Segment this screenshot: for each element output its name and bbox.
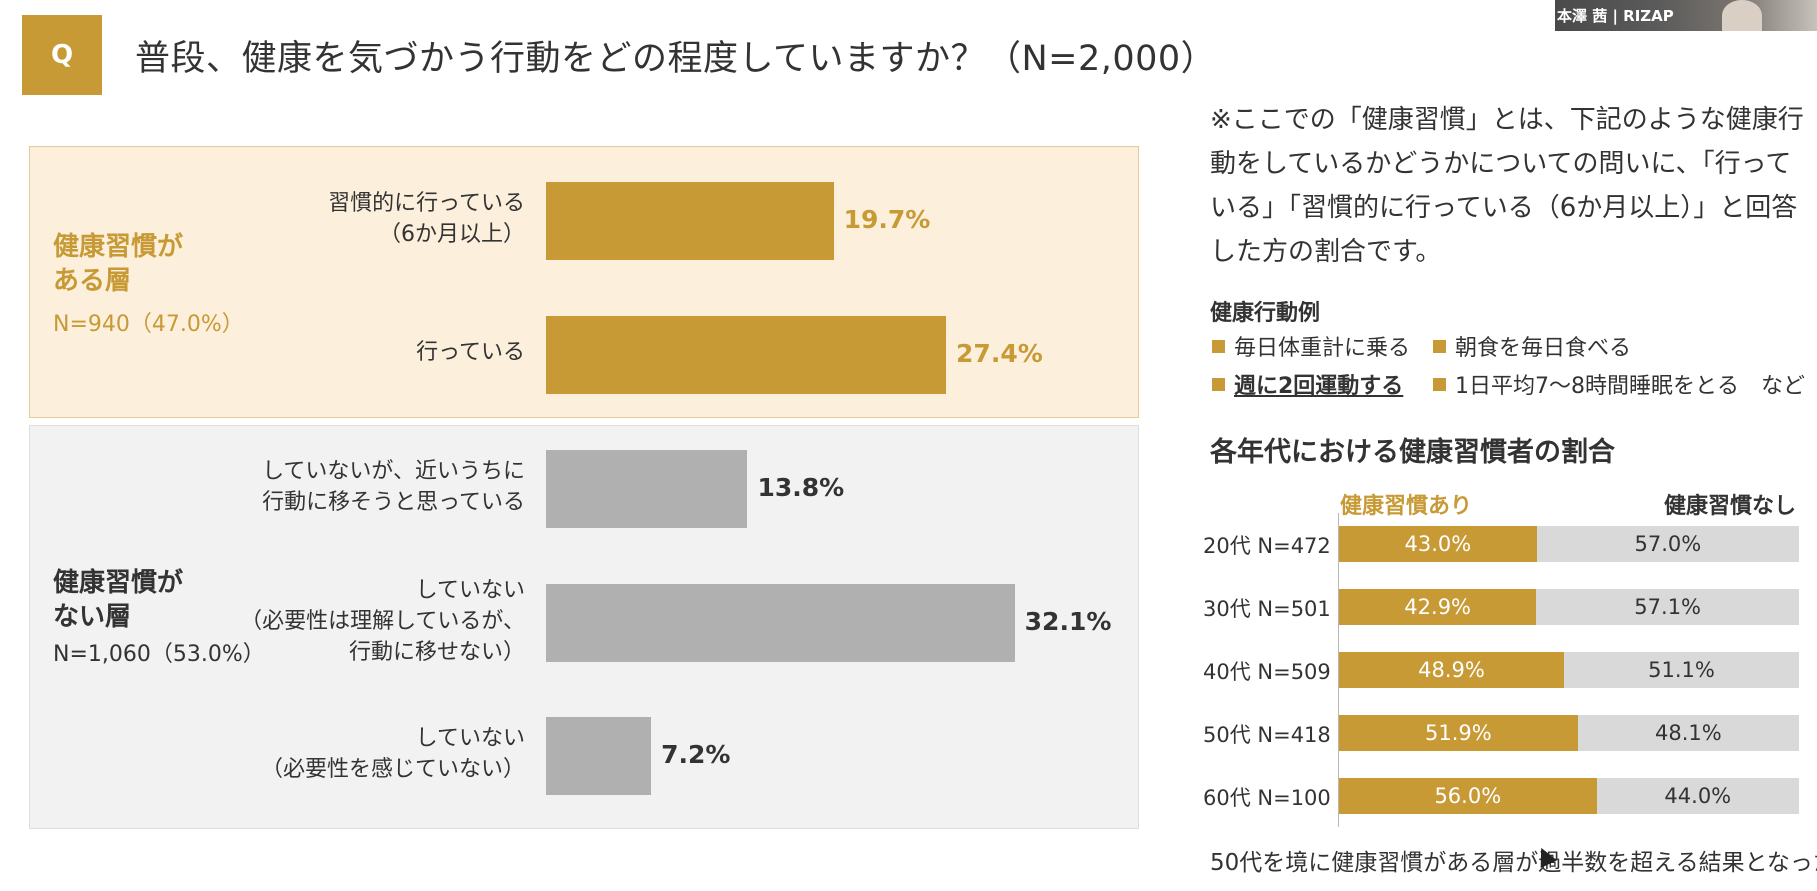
stacked-bar-has-habit: 56.0% (1339, 778, 1597, 814)
bullet-square-icon (1433, 339, 1446, 353)
definition-note: ※ここでの「健康習慣」とは、下記のような健康行動をしているかどうかについての問い… (1210, 105, 1804, 267)
bar (546, 717, 652, 795)
age-chart-title: 各年代における健康習慣者の割合 (1210, 437, 1615, 468)
example-item: 週に2回運動する (1212, 368, 1403, 400)
stacked-bar-has-habit: 48.9% (1339, 652, 1564, 688)
webcam-person-image (1722, 0, 1762, 31)
group-n-no-habit: N=1,060（53.0%） (53, 642, 265, 667)
bar-category-label: していない （必要性を感じていない） (260, 726, 525, 782)
example-item: 毎日体重計に乗る (1212, 330, 1410, 362)
age-category-label: 20代 N=472 (1203, 534, 1331, 558)
legend-has-habit: 健康習慣あり (1340, 494, 1473, 519)
stacked-bar-has-habit: 42.9% (1339, 589, 1537, 625)
bar (546, 584, 1015, 662)
bullet-square-icon (1212, 339, 1225, 353)
bar-value-label: 7.2% (661, 740, 731, 769)
bar-value-label: 13.8% (757, 473, 845, 502)
group-n-has-habit: N=940（47.0%） (53, 312, 244, 337)
bar (546, 316, 947, 394)
example-item: 朝食を毎日食べる (1433, 330, 1631, 362)
age-category-label: 60代 N=100 (1203, 786, 1331, 810)
stacked-bar-has-habit: 43.0% (1339, 526, 1537, 562)
stacked-bar-no-habit: 48.1% (1577, 715, 1799, 751)
bar (546, 450, 748, 528)
bar-category-label: していない （必要性は理解しているが、 行動に移せない） (240, 578, 525, 665)
bar-value-label: 19.7% (843, 205, 931, 234)
stacked-bar-no-habit: 44.0% (1596, 778, 1799, 814)
stacked-bar-has-habit: 51.9% (1339, 715, 1578, 751)
webcam-thumbnail[interactable]: 本澤 茜 | RIZAP (1555, 0, 1817, 31)
age-category-label: 50代 N=418 (1203, 723, 1331, 747)
question-title: 普段、健康を気づかう行動をどの程度していますか？（N=2,000） (135, 39, 1217, 79)
examples-title: 健康行動例 (1210, 301, 1321, 326)
webcam-name-label: 本澤 茜 | RIZAP (1557, 7, 1674, 25)
bar-value-label: 27.4% (956, 339, 1043, 368)
age-chart-axis (1338, 513, 1339, 827)
question-badge: Q (22, 15, 102, 95)
stacked-bar-no-habit: 51.1% (1563, 652, 1799, 688)
age-category-label: 40代 N=509 (1203, 660, 1331, 684)
bullet-square-icon (1433, 377, 1446, 391)
age-category-label: 30代 N=501 (1203, 597, 1331, 621)
group-title-no-habit: 健康習慣が ない層 (53, 568, 184, 632)
stacked-bar-no-habit: 57.0% (1536, 526, 1799, 562)
bullet-square-icon (1212, 377, 1225, 391)
legend-no-habit: 健康習慣なし (1664, 494, 1797, 519)
bar-category-label: 習慣的に行っている （6か月以上） (328, 191, 525, 247)
conclusion-text: 50代を境に健康習慣がある層が過半数を超える結果となった。 (1210, 850, 1817, 876)
stacked-bar-no-habit: 57.1% (1536, 589, 1799, 625)
group-title-has-habit: 健康習慣が ある層 (53, 232, 184, 296)
bar-category-label: していないが、近いうちに 行動に移そうと思っている (262, 459, 525, 515)
bar-category-label: 行っている (416, 340, 525, 365)
bar-value-label: 32.1% (1024, 607, 1112, 636)
bar (546, 182, 834, 260)
example-item: 1日平均7～8時間睡眠をとる など (1433, 368, 1805, 400)
